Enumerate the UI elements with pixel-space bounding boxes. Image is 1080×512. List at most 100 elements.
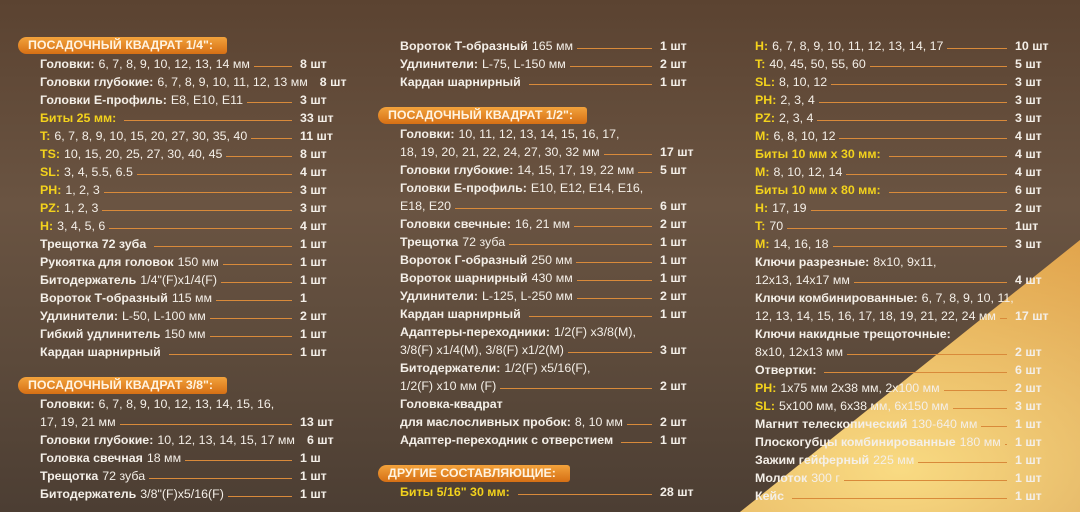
item-label: для маслосливных пробок: [400,415,571,429]
list-item: M: 6, 8, 10, 12 4 шт [733,127,1045,145]
item-detail: 6, 7, 8, 9, 10, 12, 13, 14, 15, 16, [98,397,275,411]
item-detail: 10, 11, 12, 13, 14, 15, 16, 17, [458,127,620,141]
item-quantity: 6 шт [306,433,334,447]
dotted-leader [981,426,1007,427]
dotted-leader [638,172,652,173]
item-detail: 12, 13, 14, 15, 16, 17, 18, 19, 21, 22, … [755,309,996,323]
dotted-leader [810,210,1007,211]
item-quantity: 2 шт [660,289,687,303]
item-label: Битодержатель [40,273,137,287]
item-label: T: [755,57,766,71]
section: ДРУГИЕ СОСТАВЛЯЮЩИЕ: Биты 5/16" 30 мм: 28 … [378,465,694,501]
list-item: 18, 19, 20, 21, 22, 24, 27, 30, 32 мм 17 … [378,143,694,161]
list-item: Биты 10 мм x 80 мм: 6 шт [733,181,1045,199]
item-quantity: 3 шт [300,183,327,197]
item-label: Ключи комбинированные: [755,291,918,305]
item-quantity: 1 шт [660,39,687,53]
list-item: Магнит телескопический 130-640 мм 1 шт [733,415,1045,433]
item-quantity: 4 шт [300,219,327,233]
item-label: T: [40,129,51,143]
dotted-leader [888,192,1007,193]
item-label: Кейс [755,489,784,503]
item-label: Отвертки: [755,363,817,377]
list-item: PZ: 1, 2, 3 3 шт [18,199,330,217]
dotted-leader [251,138,292,139]
item-quantity: 8 шт [319,75,347,89]
item-quantity: 2 шт [660,379,687,393]
dotted-leader [528,316,652,317]
item-label: Биты 25 мм: [40,111,117,125]
list-item: Молоток 300 г 1 шт [733,469,1045,487]
item-detail: 6, 8, 10, 12 [773,129,836,143]
item-quantity: 5 шт [1015,57,1042,71]
dotted-leader [824,372,1007,373]
list-item: PZ: 2, 3, 4 3 шт [733,109,1045,127]
list-item: SL: 3, 4, 5.5, 6.5 4 шт [18,163,330,181]
list-item: T: 6, 7, 8, 9, 10, 15, 20, 27, 30, 35, 40… [18,127,333,145]
item-detail: 17, 19, 21 мм [40,415,116,429]
item-detail: 300 г [811,471,840,485]
list-item: Битодержатель 1/4"(F)x1/4(F) 1 шт [18,271,330,289]
list-item: SL: 5x100 мм, 6x38 мм, 6x150 мм 3 шт [733,397,1045,415]
dotted-leader [168,354,292,355]
list-item: Головки: 6, 7, 8, 9, 10, 12, 13, 14, 15, … [18,395,330,413]
item-quantity: 8 шт [300,57,327,71]
item-detail: 17, 19 [772,201,807,215]
item-detail: 180 мм [959,435,1001,449]
item-label: PH: [755,381,777,395]
item-detail: 72 зуба [102,469,146,483]
section: ПОСАДОЧНЫЙ КВАДРАТ 3/8": Головки: 6, 7, 8,… [18,377,334,503]
item-label: PZ: [755,111,775,125]
item-quantity: 4 шт [1015,273,1042,287]
dotted-leader [947,48,1007,49]
item-quantity: 10 шт [1015,39,1049,53]
item-detail: 70 [769,219,784,233]
item-label: H: [755,39,769,53]
item-label: Головки: [40,57,95,71]
list-item: Ключи комбинированные: 6, 7, 8, 9, 10, 11… [733,289,1045,307]
list-item: Кардан шарнирный 1 шт [378,305,690,323]
item-quantity: 1 шт [1015,489,1042,503]
item-quantity: 2 шт [1015,201,1042,215]
item-quantity: 4 шт [1015,147,1042,161]
item-label: SL: [755,399,775,413]
item-quantity: 1 шт [300,327,327,341]
list-item: Вороток Т-образный 115 мм 1 [18,289,330,307]
item-quantity: 1 шт [1015,435,1042,449]
item-label: Головки: [400,127,455,141]
item-detail: 165 мм [531,39,573,53]
list-item: 17, 19, 21 мм 13 шт [18,413,334,431]
dotted-leader [573,226,652,227]
list-item: для маслосливных пробок: 8, 10 мм 2 шт [378,413,690,431]
item-quantity: 1 шт [660,307,687,321]
dotted-leader [791,498,1007,499]
dotted-leader [576,298,652,299]
dotted-leader [220,282,292,283]
list-item: H: 17, 19 2 шт [733,199,1045,217]
dotted-leader [817,120,1007,121]
section-title: ПОСАДОЧНЫЙ КВАДРАТ 1/2": [378,107,588,124]
item-quantity: 2 шт [1015,345,1042,359]
item-quantity: 1 шт [660,271,687,285]
item-label: Адаптер-переходник с отверстием [400,433,614,447]
item-quantity: 1шт [1015,219,1039,233]
section: ПОСАДОЧНЫЙ КВАДРАТ 1/2": Головки: 10, 11, … [378,107,694,449]
list-item: Отвертки: 6 шт [733,361,1045,379]
list-item: M: 8, 10, 12, 14 4 шт [733,163,1045,181]
item-quantity: 3 шт [300,93,327,107]
item-detail: 225 мм [873,453,915,467]
dotted-leader [454,208,652,209]
item-quantity: 2 шт [1015,381,1042,395]
item-detail: 130-640 мм [911,417,978,431]
item-quantity: 8 шт [300,147,327,161]
item-quantity: 6 шт [1015,183,1042,197]
item-quantity: 1 шт [300,273,327,287]
item-quantity: 1 шт [300,237,327,251]
column-1: ПОСАДОЧНЫЙ КВАДРАТ 1/4": Головки: 6, 7, 8,… [18,37,347,503]
item-detail: 6, 7, 8, 9, 10, 11, 12, 13 мм [157,75,308,89]
item-detail: 10, 15, 20, 25, 27, 30, 40, 45 [63,147,223,161]
item-detail: 3, 4, 5.5, 6.5 [63,165,133,179]
list-item: T: 70 1шт [733,217,1045,235]
item-quantity: 3 шт [1015,111,1042,125]
item-label: Битодержатели: [400,361,501,375]
